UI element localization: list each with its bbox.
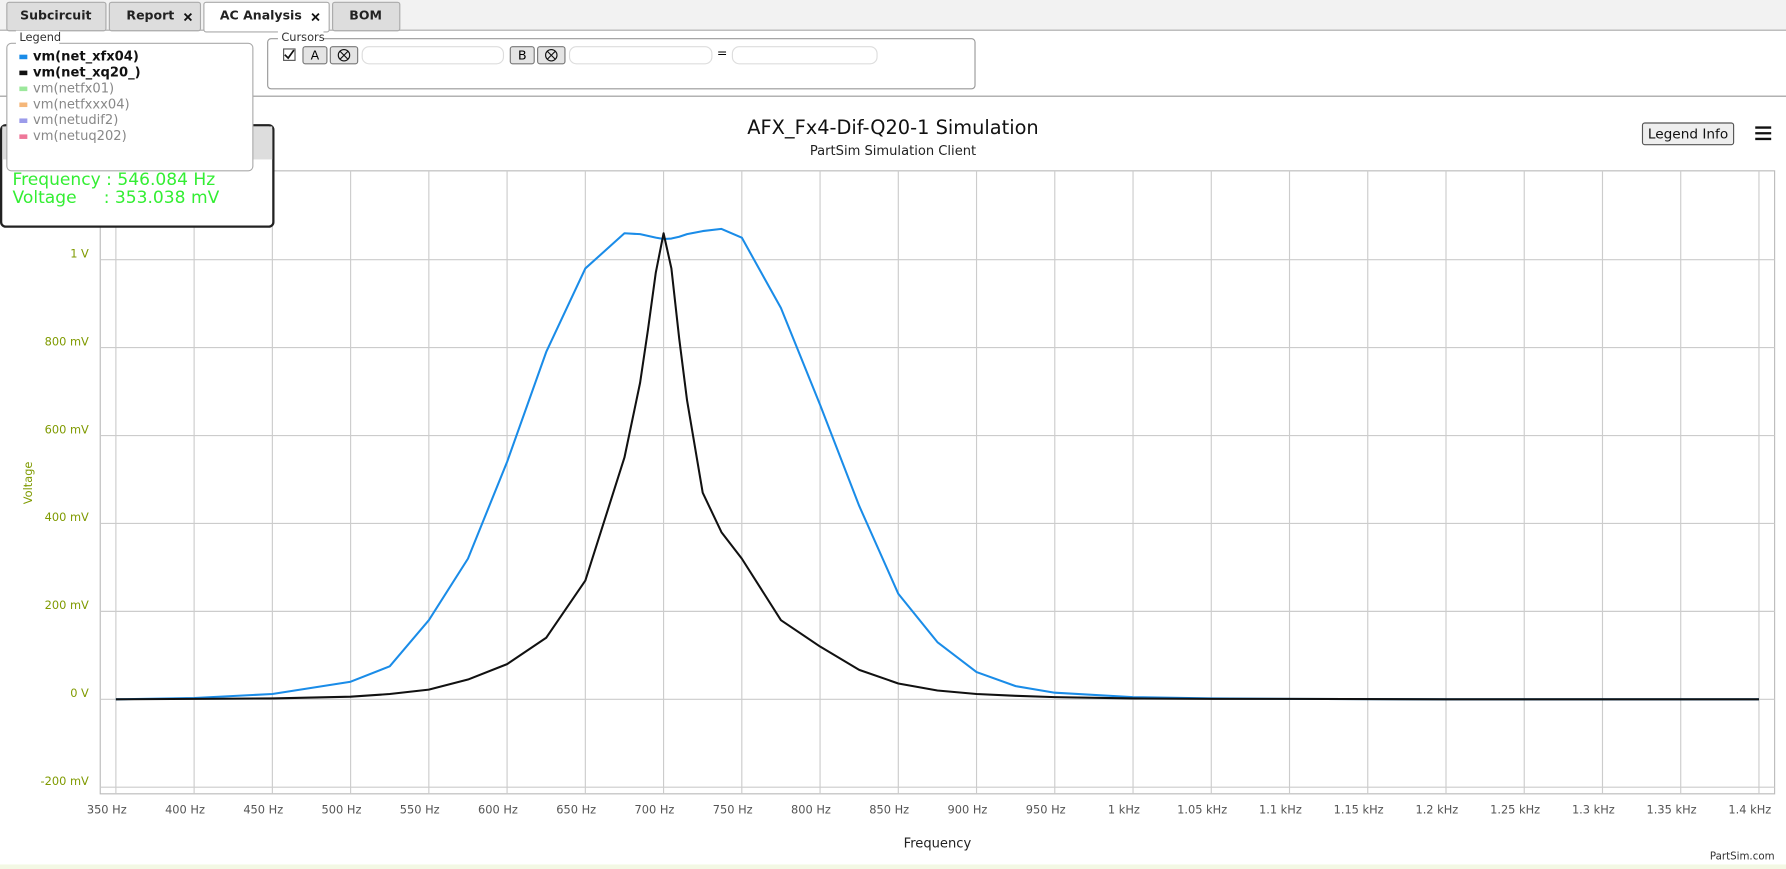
clear-icon [337, 48, 351, 62]
legend-entry[interactable]: vm(netuq202) [33, 129, 127, 144]
cursors-panel: Cursors A B = [267, 30, 976, 90]
x-tick-label: 1.1 kHz [1259, 802, 1302, 816]
x-tick-label: 1.2 kHz [1415, 802, 1458, 816]
legend-title: Legend [19, 30, 61, 44]
legend-swatch [19, 86, 28, 92]
overlays: Frequency : 546.084 Hz Voltage : 353.038… [0, 30, 275, 228]
x-tick-label: 350 Hz [87, 802, 127, 816]
x-tick-label: 1.3 kHz [1572, 802, 1615, 816]
readout-voltage: Voltage : 353.038 mV [13, 188, 220, 208]
y-tick-label: 200 mV [45, 598, 89, 612]
x-tick-label: 1.15 kHz [1334, 802, 1384, 816]
legend-frame [6, 42, 254, 172]
tab[interactable] [332, 1, 401, 32]
y-tick-label: -200 mV [41, 774, 90, 788]
plot-area: 350 Hz 400 Hz 450 Hz 500 Hz 550 Hz 600 Hz 650 … [41, 170, 1776, 816]
x-tick-label: 450 Hz [243, 802, 283, 816]
x-tick-label: 950 Hz [1026, 802, 1066, 816]
cursor-a-input[interactable] [361, 46, 505, 65]
tabs: Subcircuit Report AC Analysis BOM [6, 1, 401, 33]
x-tick-label: 1.4 kHz [1728, 802, 1771, 816]
legend-entry[interactable]: vm(netfx01) [33, 81, 114, 96]
tab-label[interactable]: AC Analysis [220, 7, 302, 22]
y-axis-title: Voltage [21, 462, 35, 505]
legend-swatch [19, 118, 28, 124]
x-tick-label: 1.35 kHz [1647, 802, 1697, 816]
x-tick-label: 400 Hz [165, 802, 205, 816]
legend-entry[interactable]: vm(net_xq20_) [33, 65, 141, 80]
tab-close[interactable] [311, 13, 320, 22]
difference-output [731, 46, 878, 65]
cursors-title: Cursors [281, 30, 324, 44]
cursor-b-button[interactable] [509, 46, 535, 65]
clear-icon [545, 48, 558, 62]
y-tick-label: 400 mV [45, 510, 89, 524]
checkbox[interactable] [283, 48, 296, 61]
checkmark [284, 49, 295, 60]
x-tick-label: 700 Hz [635, 802, 675, 816]
tab-label[interactable]: BOM [349, 7, 382, 22]
y-tick-label: 800 mV [45, 334, 89, 348]
chart-title: AFX_Fx4-Dif-Q20-1 Simulation [747, 116, 1038, 139]
legend-swatch [19, 54, 28, 60]
legend-entry[interactable]: vm(net_xfx04) [33, 49, 139, 64]
x-tick-label: 900 Hz [948, 802, 988, 816]
x-tick-label: 850 Hz [869, 802, 909, 816]
cursor-a-label[interactable]: A [311, 47, 320, 62]
series-line [115, 232, 1759, 701]
menu-icon[interactable] [1755, 126, 1772, 141]
readout-frequency: Frequency : 546.084 Hz [13, 170, 216, 190]
x-tick-label: 600 Hz [478, 802, 518, 816]
x-tick-label: 550 Hz [400, 802, 440, 816]
x-tick-label: 650 Hz [556, 802, 596, 816]
label-bg [277, 30, 324, 45]
clear-icon [339, 50, 349, 60]
y-tick-label: 1 V [70, 246, 89, 260]
x-tick-label: 1.25 kHz [1490, 802, 1540, 816]
series-line [115, 227, 1759, 701]
x-tick-label: 500 Hz [322, 802, 362, 816]
legend-swatch [19, 134, 28, 139]
footer-credit: PartSim.com [1710, 850, 1775, 862]
x-tick-label: 1 kHz [1108, 802, 1140, 816]
cursor-b-label[interactable]: B [518, 47, 527, 62]
y-tick-label: 0 V [70, 686, 89, 700]
x-axis-title: Frequency [904, 836, 972, 851]
equals-sign: = [717, 45, 728, 60]
label-bg [15, 30, 60, 45]
legend-entry[interactable]: vm(netudif2) [33, 113, 118, 128]
plot-frame [99, 170, 1776, 795]
x-tick-label: 800 Hz [791, 802, 831, 816]
legend-swatch [19, 102, 28, 108]
tab[interactable] [108, 1, 202, 32]
x-tick-label: 750 Hz [713, 802, 753, 816]
legend-info-button[interactable] [1641, 122, 1735, 146]
chart-subtitle: PartSim Simulation Client [810, 144, 976, 159]
cursor-a-button[interactable] [302, 46, 328, 65]
legend-swatch [19, 70, 28, 76]
tab-active[interactable] [203, 1, 330, 33]
tab-close[interactable] [183, 13, 193, 22]
legend-info-label[interactable]: Legend Info [1648, 126, 1728, 142]
cursor-b-input[interactable] [568, 46, 713, 65]
tab-label[interactable]: Report [126, 7, 174, 22]
status-strip [0, 864, 1786, 869]
legend-entry[interactable]: vm(netfxxx04) [33, 97, 130, 112]
x-tick-label: 1.05 kHz [1177, 802, 1227, 816]
cursors-frame [267, 38, 976, 90]
y-tick-label: 600 mV [45, 422, 89, 436]
tab-label[interactable]: Subcircuit [20, 7, 91, 22]
clear-icon [546, 50, 556, 60]
